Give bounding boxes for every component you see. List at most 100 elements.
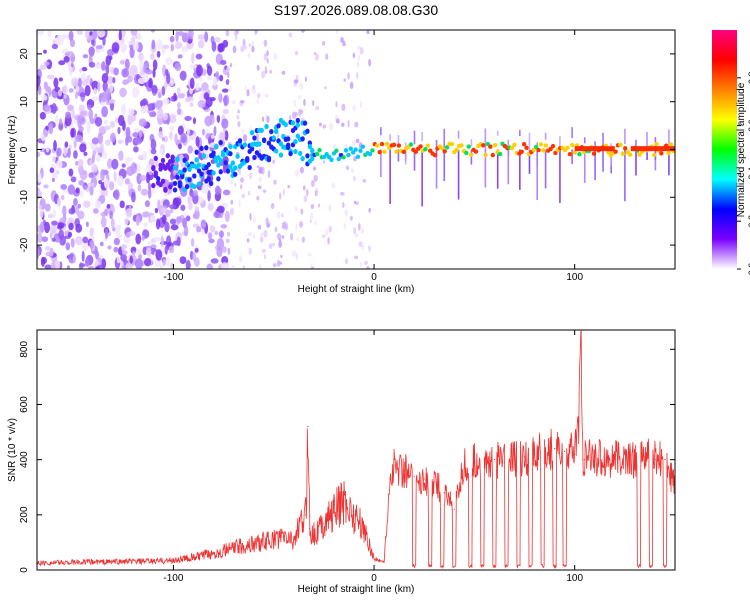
- heat-cell: [58, 77, 64, 82]
- heat-cell: [162, 98, 170, 105]
- heat-cell: [148, 77, 153, 89]
- heat-streak: [544, 149, 547, 189]
- heat-cell: [295, 224, 298, 231]
- heat-cell: [225, 238, 230, 244]
- heat-cell: [104, 178, 109, 189]
- heat-streak: [544, 132, 547, 140]
- heat-streak: [594, 149, 596, 181]
- heat-cell: [272, 159, 276, 164]
- heat-cell: [315, 53, 319, 61]
- heat-cell: [189, 77, 195, 90]
- ridge-cell: [269, 129, 274, 135]
- heat-cell: [207, 190, 211, 202]
- snr-data-point: [363, 528, 365, 530]
- heat-cell: [72, 254, 76, 264]
- heat-cell: [84, 258, 90, 268]
- ridge-cell: [298, 150, 303, 157]
- heat-cell: [211, 134, 215, 139]
- heat-cell: [142, 150, 148, 161]
- heat-cell: [195, 53, 203, 60]
- ridge-cell: [252, 135, 257, 141]
- heat-cell: [222, 39, 229, 48]
- snr-data-point: [309, 528, 311, 530]
- heat-cell: [196, 196, 205, 204]
- heat-cell: [263, 229, 268, 238]
- heat-cell: [288, 32, 293, 38]
- heat-cell: [45, 145, 50, 153]
- heat-cell: [303, 98, 306, 107]
- heat-cell: [156, 50, 161, 58]
- ridge-cell: [266, 140, 272, 146]
- heat-cell: [248, 53, 251, 59]
- ridge-cell: [172, 180, 178, 187]
- heat-cell: [117, 139, 124, 144]
- heat-cell: [114, 189, 120, 201]
- heat-cell: [221, 88, 229, 93]
- heat-cell: [295, 252, 299, 260]
- heat-cell: [121, 163, 126, 168]
- heat-cell: [78, 180, 85, 186]
- snr-data-point: [112, 561, 114, 563]
- heat-cell: [41, 257, 47, 264]
- heat-cell: [294, 206, 298, 212]
- heat-cell: [189, 188, 194, 198]
- heat-cell: [216, 247, 223, 258]
- heat-cell: [221, 246, 227, 253]
- heat-cell: [41, 236, 49, 243]
- heat-cell: [278, 241, 283, 248]
- ridge-cell: [310, 156, 315, 162]
- ridge-cell: [336, 156, 341, 162]
- ridge-cell: [290, 120, 296, 126]
- heat-cell: [158, 131, 164, 139]
- heat-cell: [134, 127, 140, 134]
- heat-cell: [258, 167, 263, 174]
- colorbar-tick-label: 0.0: [747, 263, 750, 276]
- heat-cell: [357, 54, 361, 61]
- heat-cell: [256, 165, 260, 169]
- heat-cell: [142, 211, 149, 218]
- ridge-cell: [314, 151, 320, 157]
- ridge-cell: [177, 180, 183, 186]
- heat-cell: [186, 96, 194, 102]
- ridge-cell: [490, 152, 496, 158]
- ridge-cell: [425, 143, 431, 148]
- heat-cell: [127, 113, 133, 126]
- heat-cell: [121, 68, 129, 78]
- snr-line-layer: [37, 330, 675, 569]
- heat-cell: [92, 30, 98, 40]
- snr-data-point: [453, 508, 455, 510]
- heat-cell: [329, 122, 334, 131]
- heat-cell: [138, 118, 147, 127]
- snr-data-point: [483, 459, 486, 461]
- heat-cell: [130, 162, 137, 174]
- heat-cell: [294, 50, 299, 56]
- heat-cell: [111, 158, 119, 170]
- heat-cell: [248, 43, 252, 47]
- snr-x-axis-label: Height of straight line (km): [298, 584, 415, 595]
- ridge-cell: [206, 176, 211, 182]
- heat-cell: [75, 187, 80, 194]
- ridge-cell: [283, 122, 288, 128]
- heat-streak: [646, 149, 648, 160]
- heat-cell: [97, 132, 104, 145]
- heat-cell: [83, 151, 88, 156]
- heat-cell: [56, 159, 63, 169]
- heat-cell: [132, 132, 139, 138]
- heat-streak: [602, 149, 604, 172]
- heat-cell: [301, 236, 306, 243]
- heat-cell: [355, 138, 360, 144]
- heat-cell: [150, 52, 155, 61]
- heat-cell: [240, 184, 243, 190]
- heat-streak: [389, 149, 391, 204]
- heat-cell: [192, 213, 197, 219]
- heat-cell: [225, 30, 230, 37]
- heat-cell: [67, 184, 76, 195]
- heat-cell: [299, 221, 304, 228]
- heat-cell: [256, 195, 260, 201]
- heat-cell: [344, 209, 349, 217]
- heat-cell: [179, 256, 187, 264]
- ridge-cell: [293, 148, 298, 155]
- heat-cell: [73, 150, 78, 159]
- heat-cell: [47, 213, 54, 219]
- ridge-cell: [245, 157, 250, 163]
